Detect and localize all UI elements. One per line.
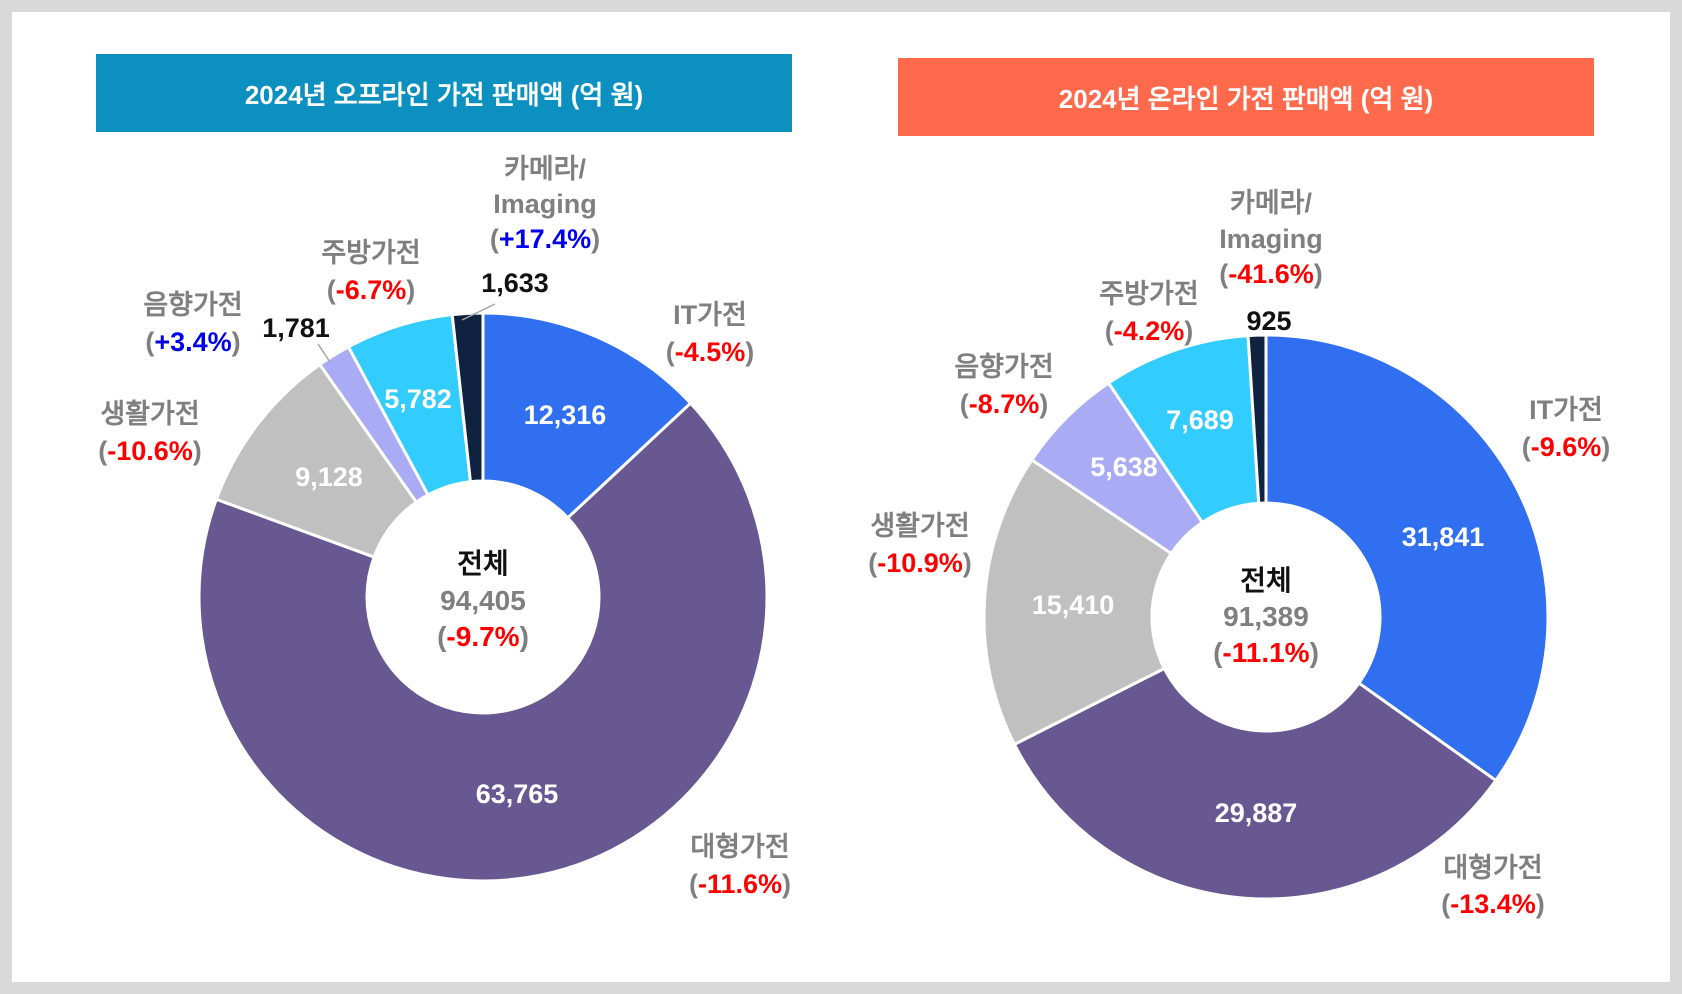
online-slice-0 bbox=[1264, 333, 1550, 783]
offline-slice-5 bbox=[450, 311, 485, 484]
online-center-change: (-11.1%) bbox=[1213, 637, 1319, 668]
offline-leader-line-5 bbox=[461, 303, 496, 321]
offline-change-label-4: (-6.7%) bbox=[327, 275, 416, 305]
online-slice-1 bbox=[1012, 666, 1498, 901]
online-category-label-5-line2: Imaging bbox=[1219, 224, 1323, 254]
online-change-label-1: (-13.4%) bbox=[1441, 889, 1545, 919]
online-change-label-0: (-9.6%) bbox=[1522, 432, 1611, 462]
online-category-label-3: 음향가전 bbox=[954, 352, 1053, 382]
online-category-label-5-line1: 카메라/ bbox=[1230, 188, 1313, 218]
online-donut: 31,841 29,887 15,410 5,638 7,689 925 IT가전 (-9.6… bbox=[868, 188, 1610, 919]
online-value-label-5: 925 bbox=[1246, 306, 1291, 336]
online-value-label-2: 15,410 bbox=[1032, 590, 1115, 620]
offline-value-label-2: 9,128 bbox=[295, 462, 363, 492]
online-value-label-1: 29,887 bbox=[1215, 798, 1298, 828]
online-value-label-0: 31,841 bbox=[1402, 522, 1485, 552]
offline-value-label-0: 12,316 bbox=[524, 400, 607, 430]
offline-chart-title: 2024년 오프라인 가전 판매액 (억 원) bbox=[96, 54, 792, 132]
offline-slice-0 bbox=[481, 311, 693, 520]
offline-donut: 12,316 63,765 9,128 1,781 5,782 1,633 IT가전 (-4.… bbox=[98, 154, 791, 899]
offline-category-label-3: 음향가전 bbox=[143, 290, 242, 320]
offline-slice-2 bbox=[214, 362, 419, 560]
offline-value-label-5: 1,633 bbox=[481, 268, 549, 298]
offline-category-label-5-line2: Imaging bbox=[493, 189, 597, 219]
offline-category-label-0: IT가전 bbox=[673, 300, 747, 330]
online-slice-5 bbox=[1246, 333, 1268, 505]
offline-value-label-4: 5,782 bbox=[384, 384, 452, 414]
offline-value-label-3: 1,781 bbox=[262, 313, 330, 343]
online-value-label-3: 5,638 bbox=[1090, 452, 1158, 482]
offline-center-label: 전체 bbox=[457, 548, 509, 579]
online-change-label-4: (-4.2%) bbox=[1105, 316, 1194, 346]
online-category-label-4: 주방가전 bbox=[1099, 279, 1198, 309]
offline-category-label-2: 생활가전 bbox=[100, 399, 199, 429]
online-change-label-5: (-41.6%) bbox=[1219, 259, 1323, 289]
offline-leader-line-3 bbox=[317, 343, 331, 363]
offline-change-label-2: (-10.6%) bbox=[98, 436, 202, 466]
offline-change-label-3: (+3.4%) bbox=[145, 327, 240, 357]
offline-category-label-1: 대형가전 bbox=[690, 832, 789, 862]
offline-slice-1 bbox=[197, 401, 769, 883]
online-center-total: 91,389 bbox=[1223, 601, 1309, 632]
online-category-label-0: IT가전 bbox=[1529, 395, 1603, 425]
online-category-label-2: 생활가전 bbox=[870, 511, 969, 541]
offline-change-label-1: (-11.6%) bbox=[689, 869, 791, 899]
offline-value-label-1: 63,765 bbox=[476, 779, 559, 809]
online-change-label-3: (-8.7%) bbox=[960, 389, 1049, 419]
online-change-label-2: (-10.9%) bbox=[868, 548, 972, 578]
offline-category-label-4: 주방가전 bbox=[321, 238, 420, 268]
offline-category-label-5-line1: 카메라/ bbox=[504, 154, 587, 184]
online-chart-title: 2024년 온라인 가전 판매액 (억 원) bbox=[898, 58, 1594, 136]
online-center-label: 전체 bbox=[1240, 565, 1292, 596]
online-category-label-1: 대형가전 bbox=[1443, 853, 1542, 883]
offline-center-total: 94,405 bbox=[440, 585, 526, 616]
offline-change-label-5: (+17.4%) bbox=[490, 224, 600, 254]
online-value-label-4: 7,689 bbox=[1166, 405, 1234, 435]
offline-center-change: (-9.7%) bbox=[437, 621, 529, 652]
online-slice-2 bbox=[982, 457, 1174, 747]
offline-change-label-0: (-4.5%) bbox=[666, 337, 755, 367]
